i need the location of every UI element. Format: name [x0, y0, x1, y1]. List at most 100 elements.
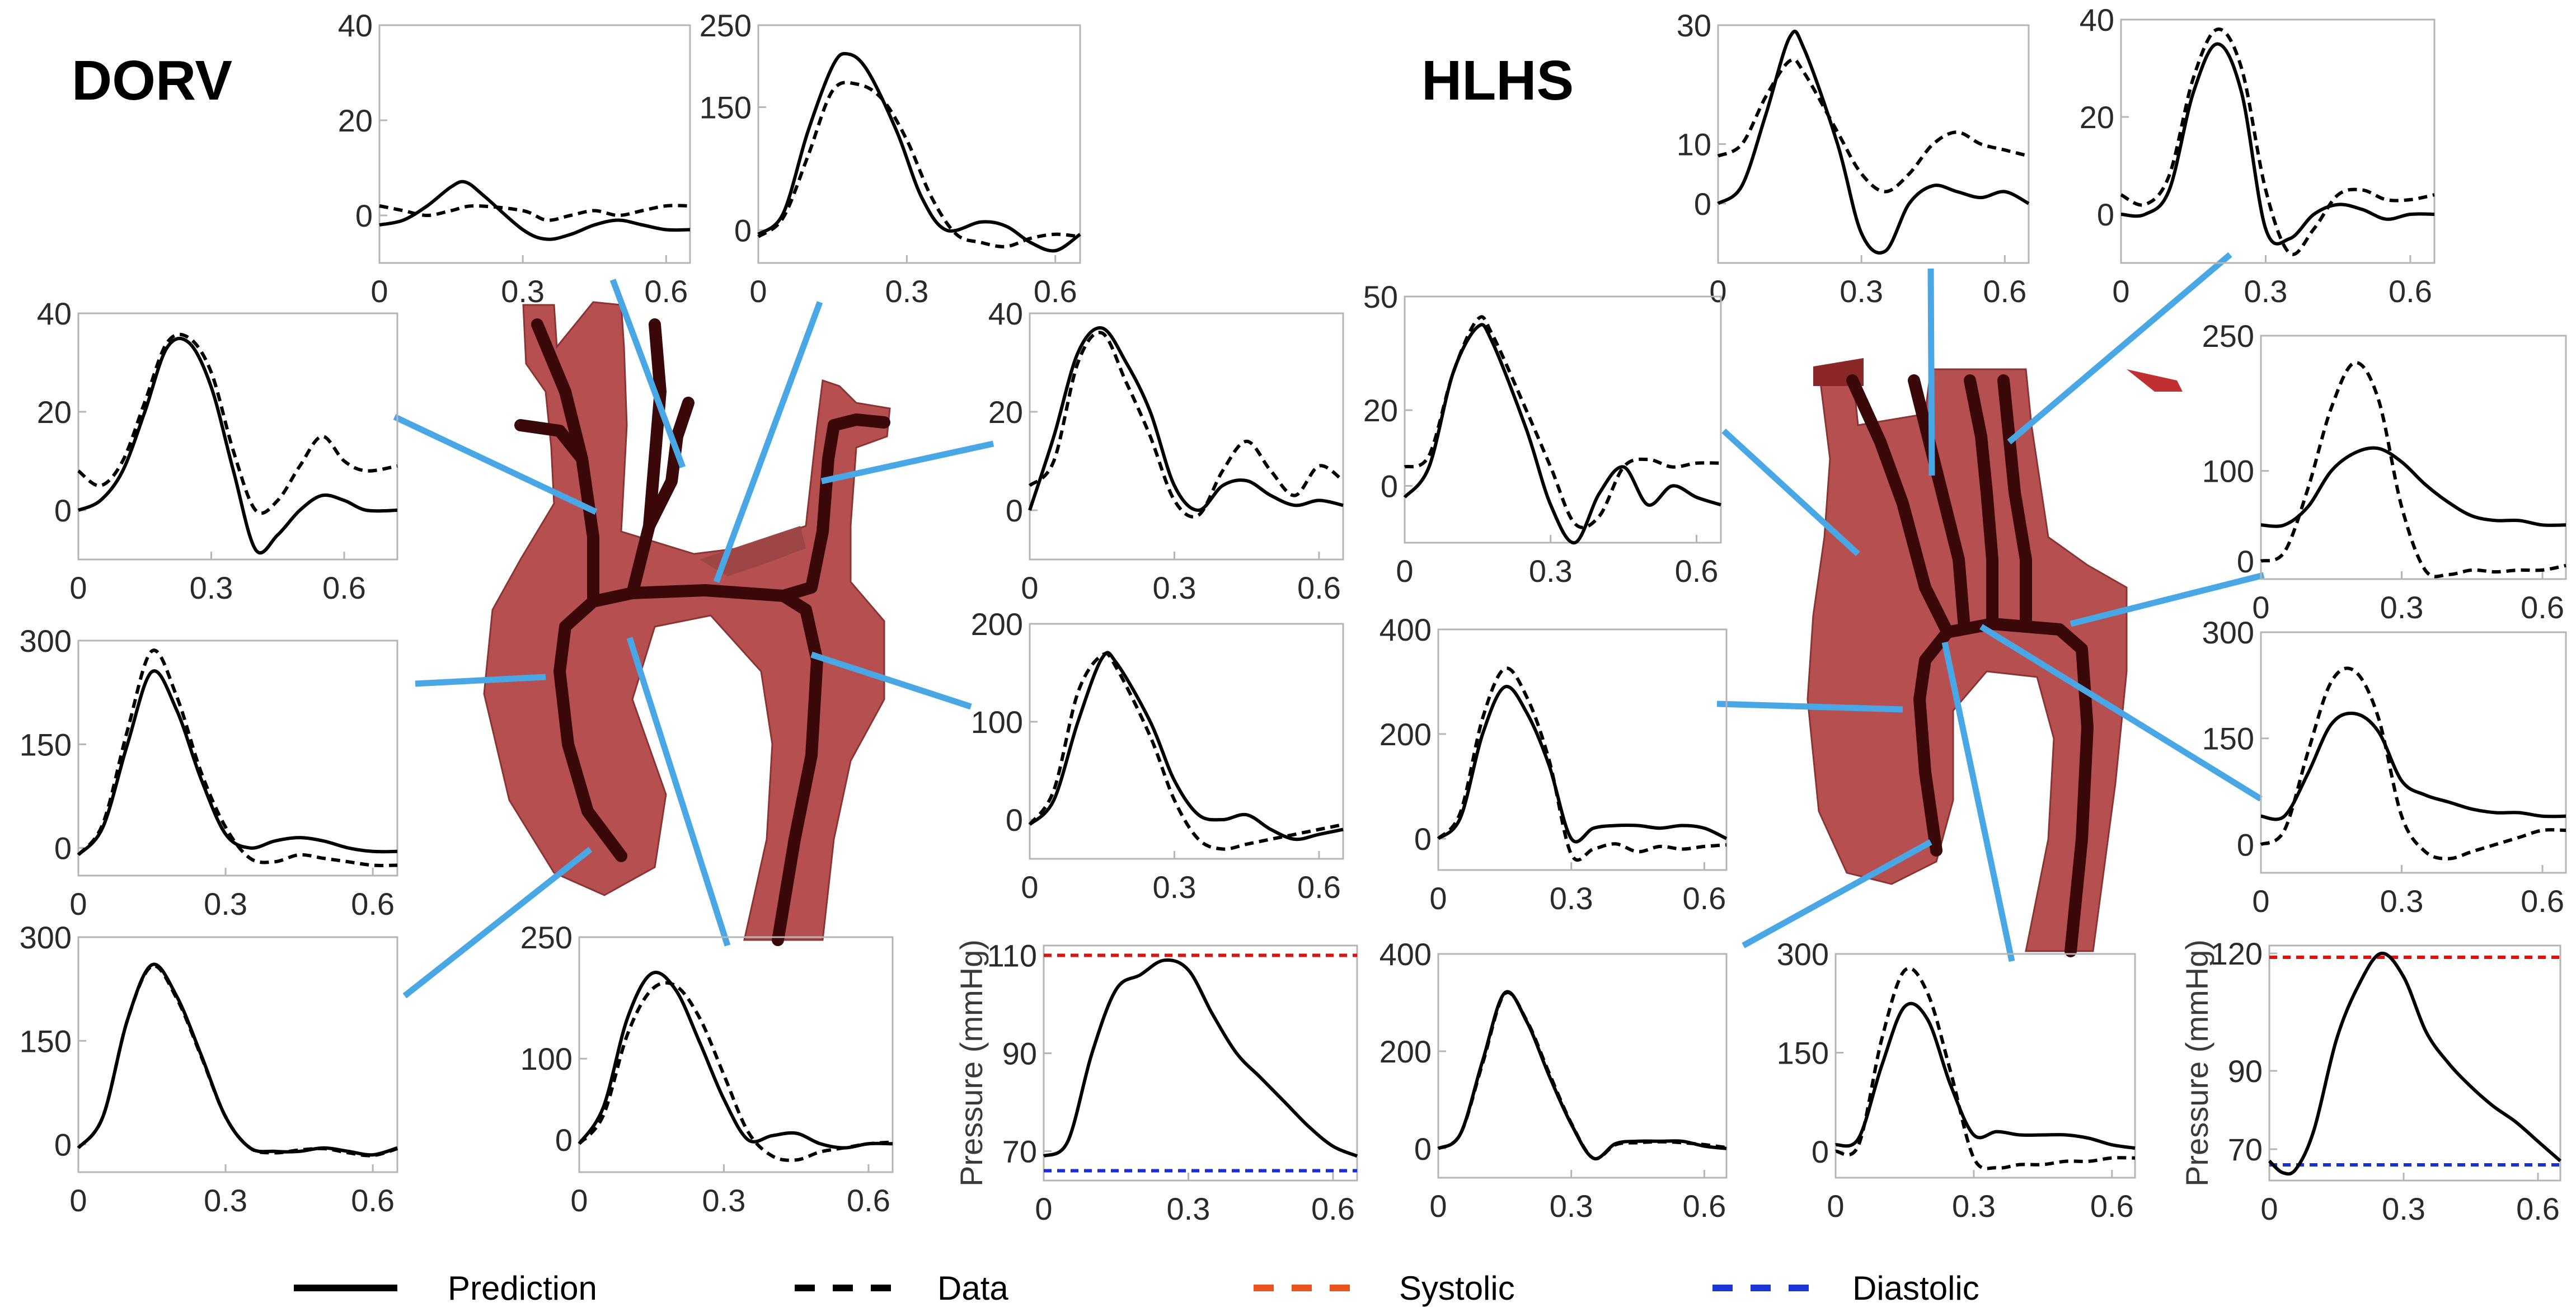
- x-tick-label: 0.3: [1153, 570, 1196, 605]
- x-tick-label: 0.3: [1952, 1188, 1996, 1224]
- prediction-series-line: [1028, 651, 1344, 841]
- y-tick-label: 300: [2202, 615, 2254, 650]
- data-series-line: [77, 332, 398, 515]
- legend-label-prediction: Prediction: [448, 1269, 597, 1307]
- y-tick-label: 20: [1363, 393, 1398, 428]
- data-series-line: [77, 648, 398, 867]
- y-tick-label: 0: [1006, 493, 1023, 528]
- chart-hlhs-left-3: 0 200 400 0 0.3 0.6: [1380, 937, 1728, 1224]
- plot-frame: [77, 936, 398, 1173]
- chart-hlhs-left-1: 0 20 50 0 0.3 0.6: [1363, 279, 1722, 589]
- x-tick-label: 0.6: [2389, 274, 2432, 309]
- x-tick-label: 0: [1021, 570, 1038, 605]
- prediction-series-line: [757, 51, 1081, 253]
- data-series-line: [379, 204, 691, 222]
- plot-frame: [2268, 944, 2561, 1182]
- plot-frame: [2120, 18, 2436, 264]
- x-tick-label: 0.3: [1529, 553, 1573, 589]
- y-tick-label: 40: [37, 296, 72, 331]
- prediction-series-line: [2260, 711, 2566, 821]
- y-tick-label: 0: [1812, 1134, 1829, 1169]
- y-tick-label: 100: [971, 704, 1023, 740]
- x-tick-label: 0.6: [1297, 570, 1341, 605]
- x-tick-label: 0: [570, 1183, 588, 1218]
- legend-label-systolic: Systolic: [1399, 1269, 1515, 1307]
- chart-dorv-left-2: 0 150 300 0 0.3 0.6: [20, 623, 398, 921]
- plot-frame: [578, 936, 894, 1173]
- prediction-series-line: [379, 180, 691, 241]
- legend-item-systolic: Systolic: [1254, 1269, 1515, 1307]
- x-tick-label: 0.6: [644, 274, 688, 309]
- data-series-line: [1404, 315, 1721, 529]
- y-tick-label: 0: [1414, 821, 1432, 857]
- x-tick-label: 0.3: [501, 274, 545, 309]
- y-tick-label: 250: [520, 920, 573, 955]
- legend-item-prediction: Prediction: [294, 1269, 597, 1307]
- y-tick-label: 40: [988, 296, 1023, 331]
- chart-hlhs-right-1: 0 100 250 0 0.3 0.6: [2202, 318, 2567, 625]
- x-tick-label: 0.3: [204, 1183, 247, 1218]
- dorv-vessel-model: [483, 301, 891, 946]
- data-series-line: [757, 81, 1081, 248]
- x-tick-label: 0.3: [2380, 883, 2424, 919]
- plot-frame: [1404, 295, 1722, 544]
- y-tick-label: 200: [1380, 1034, 1432, 1069]
- plot-frame: [2260, 631, 2567, 874]
- y-tick-label: 0: [1006, 802, 1023, 838]
- x-tick-label: 0.6: [1682, 1188, 1726, 1224]
- x-tick-label: 0: [749, 274, 767, 309]
- x-tick-label: 0: [1709, 274, 1726, 309]
- y-tick-label: 30: [1677, 8, 1711, 43]
- x-tick-label: 0.6: [351, 1183, 395, 1218]
- y-tick-label: 10: [1677, 127, 1711, 162]
- plot-frame: [1029, 312, 1344, 561]
- plot-frame: [77, 639, 398, 877]
- x-tick-label: 0.6: [351, 886, 395, 921]
- y-tick-label: 20: [338, 103, 373, 138]
- y-tick-label: 0: [734, 213, 752, 248]
- y-tick-label: 110: [987, 938, 1037, 974]
- legend-label-diastolic: Diastolic: [1852, 1269, 1979, 1307]
- x-tick-label: 0.6: [2516, 1191, 2560, 1226]
- x-tick-label: 0.6: [2521, 590, 2564, 625]
- x-tick-label: 0.6: [1682, 881, 1726, 916]
- data-series-line: [2260, 666, 2566, 860]
- x-tick-label: 0: [1827, 1188, 1844, 1224]
- chart-hlhs-top-left: 0 10 30 0 0.3 0.6: [1677, 8, 2030, 309]
- plot-frame: [2260, 335, 2567, 580]
- y-tick-label: 0: [54, 1127, 72, 1163]
- y-tick-label: 150: [20, 1023, 72, 1059]
- x-tick-label: 0.6: [1983, 274, 2026, 309]
- x-tick-label: 0: [370, 274, 388, 309]
- x-tick-label: 0.6: [1034, 274, 1077, 309]
- y-tick-label: 100: [2202, 454, 2254, 489]
- x-tick-label: 0.3: [190, 570, 233, 605]
- data-series-line: [1028, 331, 1344, 519]
- prediction-series-line: [77, 337, 398, 555]
- legend: Prediction Data Systolic Diastolic: [294, 1269, 1979, 1307]
- x-tick-label: 0.6: [322, 570, 366, 605]
- prediction-series-line: [2120, 42, 2435, 246]
- x-tick-label: 0: [2112, 274, 2129, 309]
- y-tick-label: 70: [1002, 1134, 1037, 1169]
- y-tick-label: 300: [1777, 937, 1829, 972]
- y-tick-label: 150: [700, 90, 752, 125]
- y-tick-label: 0: [355, 198, 373, 233]
- y-tick-label: 0: [555, 1122, 573, 1158]
- prediction-series-line: [77, 669, 398, 857]
- hlhs-panel-title: HLHS: [1421, 49, 1574, 112]
- x-tick-label: 0.3: [1550, 881, 1593, 916]
- plot-frame: [1437, 628, 1728, 871]
- y-tick-label: 300: [20, 920, 72, 955]
- y-tick-label: 150: [20, 727, 72, 762]
- x-tick-label: 0: [1396, 553, 1413, 589]
- x-tick-label: 0: [2252, 590, 2269, 625]
- data-series-line: [77, 964, 398, 1158]
- x-tick-label: 0.3: [1840, 274, 1883, 309]
- prediction-series-line: [1043, 958, 1358, 1158]
- y-tick-label: 150: [2202, 721, 2254, 756]
- x-tick-label: 0.3: [2244, 274, 2288, 309]
- x-tick-label: 0: [1035, 1191, 1052, 1226]
- y-axis-label: Pressure (mmHg): [954, 939, 989, 1187]
- y-tick-label: 40: [338, 8, 373, 43]
